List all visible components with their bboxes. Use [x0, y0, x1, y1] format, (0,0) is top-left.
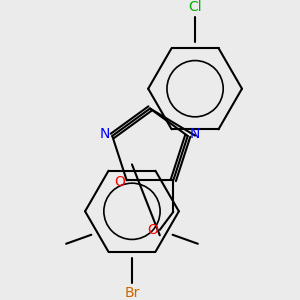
Text: O: O: [114, 175, 125, 189]
Text: Br: Br: [124, 286, 140, 300]
Text: N: N: [190, 127, 200, 141]
Text: O: O: [147, 223, 158, 237]
Text: N: N: [100, 127, 110, 141]
Text: Cl: Cl: [188, 0, 202, 14]
